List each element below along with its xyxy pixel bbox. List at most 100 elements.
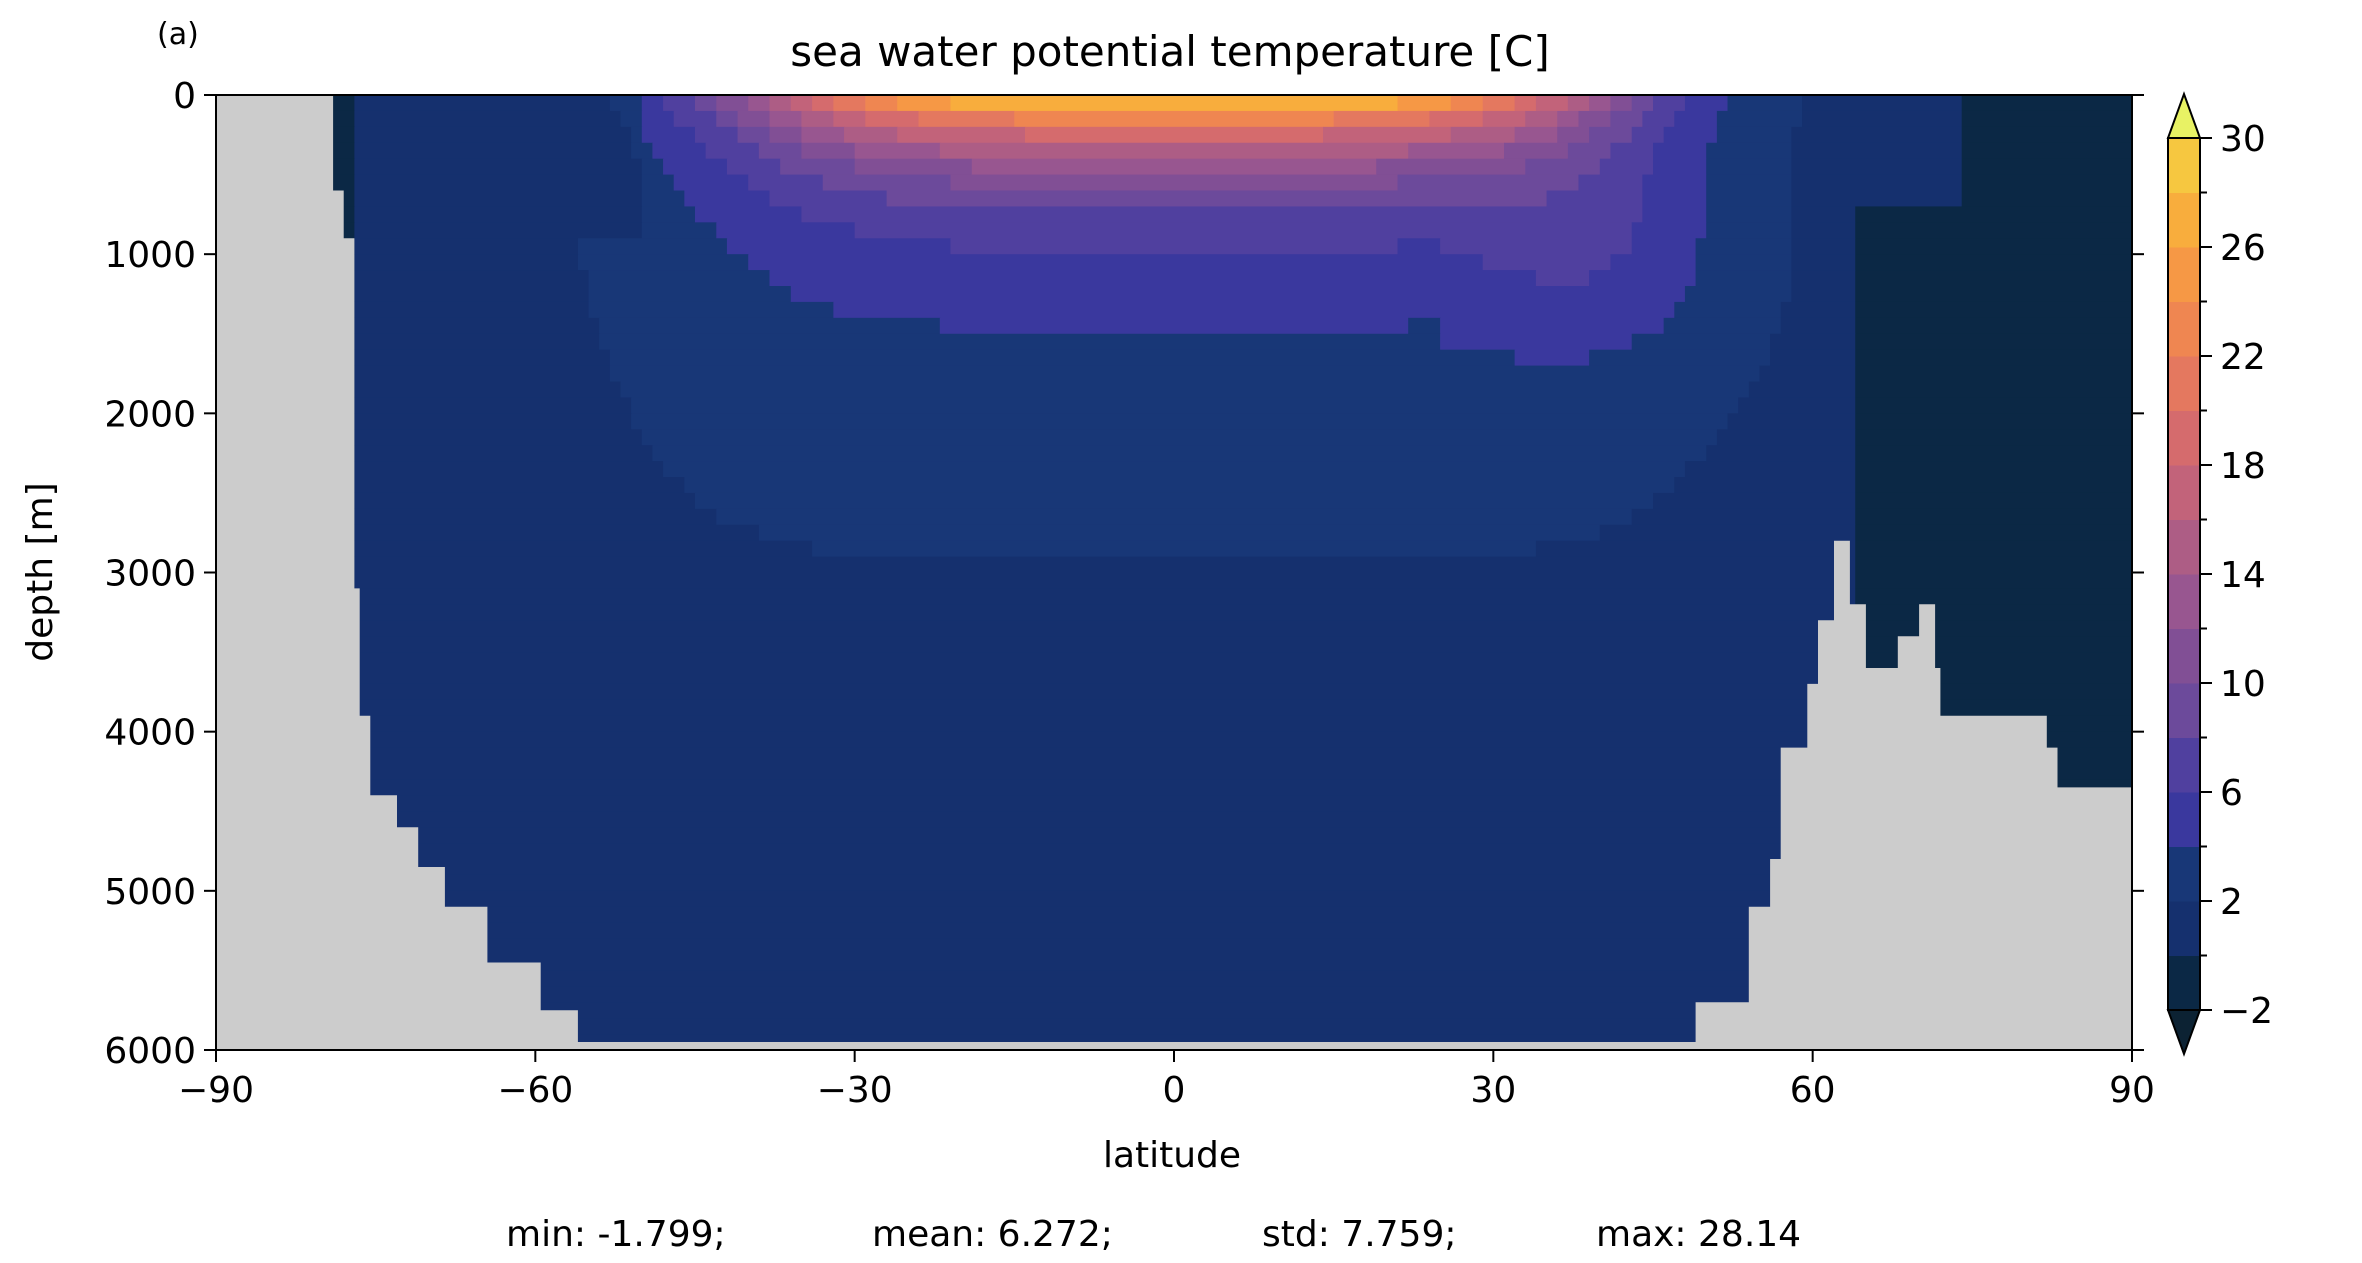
field-cell <box>769 190 888 208</box>
field-cell <box>354 190 643 208</box>
field-cell <box>354 715 1856 733</box>
field-cell <box>1961 158 2132 176</box>
field-cell <box>641 126 696 144</box>
field-cell <box>641 110 675 128</box>
field-cell <box>354 381 622 399</box>
field-cell <box>716 222 856 239</box>
x-tick-label: 90 <box>2109 1070 2155 1111</box>
field-cell <box>1323 126 1452 144</box>
field-cell <box>737 110 771 128</box>
field-cell <box>354 397 632 414</box>
field-cell <box>354 158 643 176</box>
field-cell <box>726 158 781 176</box>
field-cell <box>354 604 1856 621</box>
colorbar-band <box>2168 574 2200 629</box>
field-cell <box>790 95 813 112</box>
colorbar-tick-label: 14 <box>2220 555 2266 596</box>
field-cell <box>748 254 1484 271</box>
x-tick-label: −30 <box>817 1070 893 1111</box>
field-cell <box>1802 95 1963 112</box>
field-cell <box>1780 317 1856 335</box>
field-cell <box>1653 142 1707 160</box>
field-cell <box>1333 110 1431 128</box>
field-cell <box>1961 110 2132 128</box>
stats-line: min: -1.799; mean: 6.272; std: 7.759; ma… <box>506 1214 1801 1255</box>
field-cell <box>620 381 1750 399</box>
field-cell <box>354 906 1856 924</box>
field-cell <box>886 190 1548 208</box>
field-cell <box>354 429 643 446</box>
field-cell <box>801 206 1643 223</box>
field-cell <box>354 556 1856 574</box>
field-cell <box>354 540 813 558</box>
field-cell <box>1631 508 1856 526</box>
field-cell <box>1855 429 2132 446</box>
field-cell <box>1855 540 2132 558</box>
colorbar-band <box>2168 192 2200 248</box>
field-cell <box>354 843 1856 860</box>
field-cell <box>1674 301 1782 319</box>
field-cell <box>354 349 611 367</box>
field-cell <box>354 938 1856 956</box>
field-cell <box>354 524 760 542</box>
field-cell <box>854 142 941 160</box>
field-cell <box>1663 126 1718 144</box>
field-cell <box>354 492 696 510</box>
field-cell <box>1961 95 2132 112</box>
x-axis: −90 −60 −30 0 30 60 90 <box>178 1050 2155 1111</box>
y-tick-label: 2000 <box>104 394 196 435</box>
field-cell <box>354 477 685 494</box>
field-cell <box>354 206 643 223</box>
field-cell <box>1855 301 2132 319</box>
field-cell <box>1855 636 2132 653</box>
field-cell <box>801 126 845 144</box>
field-cell <box>609 349 1516 367</box>
field-cell <box>1961 142 2132 160</box>
field-cell <box>971 158 1377 176</box>
field-cell <box>663 95 696 112</box>
field-cell <box>354 747 1856 765</box>
field-cell <box>1855 286 2132 303</box>
field-cell <box>1791 142 1963 160</box>
field-cell <box>354 970 1856 987</box>
field-cell <box>748 95 771 112</box>
field-cell <box>354 508 717 526</box>
field-cell <box>1557 126 1590 144</box>
colorbar-extend-min <box>2166 1009 2202 1057</box>
field-cell <box>354 588 1856 605</box>
field-cell <box>1653 158 1707 176</box>
field-cell <box>1855 492 2132 510</box>
field-cell <box>1589 270 1697 287</box>
field-cell <box>897 126 1026 144</box>
field-cell <box>609 365 1761 383</box>
field-cell <box>1855 365 2132 383</box>
colorbar-band <box>2168 792 2200 847</box>
field-cell <box>354 699 1856 717</box>
field-cell <box>1631 333 1771 351</box>
field-cell <box>748 174 824 192</box>
field-cell <box>1450 126 1516 144</box>
field-cell <box>812 95 834 112</box>
field-cell <box>631 142 654 160</box>
field-cell <box>833 301 1675 319</box>
field-cell <box>1791 206 1856 223</box>
colorbar-band <box>2168 519 2200 575</box>
field-cell <box>354 286 590 303</box>
field-cell <box>1727 95 1803 112</box>
field-cell <box>801 110 834 128</box>
field-cell <box>1855 349 2132 367</box>
field-cell <box>1578 110 1612 128</box>
field-cell <box>1610 142 1654 160</box>
field-cell <box>769 95 792 112</box>
field-cell <box>1791 126 1963 144</box>
colorbar-band <box>2168 737 2200 793</box>
field-cell <box>865 110 920 128</box>
field-cell <box>354 811 1856 828</box>
colorbar-tick-label: 22 <box>2220 337 2266 378</box>
field-cell <box>641 190 685 208</box>
field-cell <box>1599 524 1856 542</box>
field-cell <box>1631 126 1665 144</box>
colorbar-band <box>2168 901 2200 956</box>
